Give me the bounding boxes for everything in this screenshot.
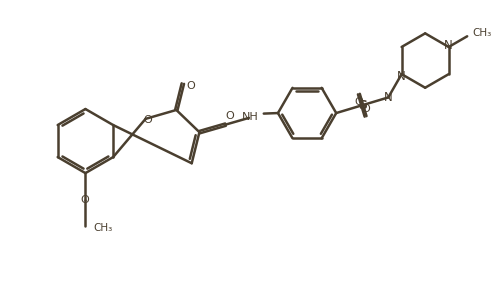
- Text: N: N: [444, 39, 453, 51]
- Text: O: O: [361, 104, 370, 114]
- Text: O: O: [187, 82, 195, 92]
- Text: O: O: [226, 111, 235, 121]
- Text: O: O: [80, 195, 89, 205]
- Text: N: N: [397, 69, 406, 83]
- Text: NH: NH: [243, 112, 259, 122]
- Text: CH₃: CH₃: [93, 223, 112, 233]
- Text: S: S: [358, 99, 367, 112]
- Text: CH₃: CH₃: [472, 28, 491, 38]
- Text: N: N: [384, 91, 393, 104]
- Text: O: O: [143, 115, 152, 125]
- Text: O: O: [355, 97, 363, 107]
